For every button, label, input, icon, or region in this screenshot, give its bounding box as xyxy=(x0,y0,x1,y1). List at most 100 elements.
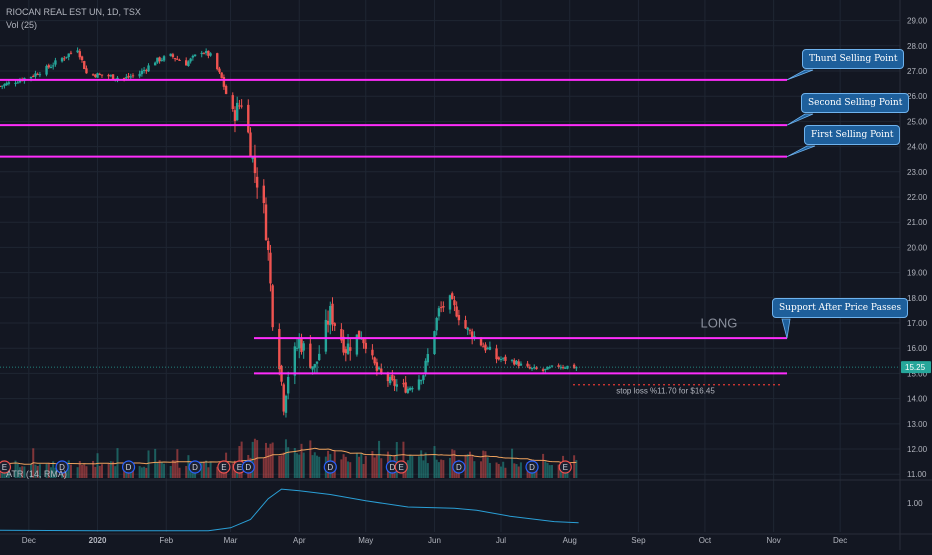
candle-body xyxy=(437,308,441,317)
candle-body xyxy=(3,84,6,86)
volume-bar xyxy=(158,460,161,478)
candle-body xyxy=(36,73,39,75)
candle-body xyxy=(504,356,507,361)
candle-body xyxy=(559,367,563,369)
candle-body xyxy=(371,349,374,356)
candle-body xyxy=(16,82,19,84)
atr-y-tick-label: 1.00 xyxy=(907,499,923,508)
volume-bar xyxy=(486,457,489,478)
candle-body xyxy=(564,367,567,369)
candle-body xyxy=(100,74,104,76)
volume-bar xyxy=(342,454,345,478)
chart-header: RIOCAN REAL EST UN, 1D, TSX Vol (25) xyxy=(6,6,141,32)
event-marker-label: D xyxy=(456,463,462,472)
volume-bar xyxy=(362,463,365,478)
candle-body xyxy=(395,384,398,387)
volume-bar xyxy=(209,462,212,478)
candle-body xyxy=(54,60,57,65)
candle-body xyxy=(63,58,66,60)
callout-second-selling-point[interactable]: Second Selling Point xyxy=(801,93,910,113)
event-marker-label: D xyxy=(192,463,198,472)
volume-bar xyxy=(76,467,79,478)
earnings-marker xyxy=(0,460,12,474)
volume-bar xyxy=(557,464,560,478)
candle-body xyxy=(262,185,265,204)
volume-bar xyxy=(163,463,166,478)
dividend-marker xyxy=(241,460,255,474)
callout-first-selling-point[interactable]: First Selling Point xyxy=(804,125,901,145)
x-tick-label: Mar xyxy=(224,536,238,545)
volume-bar xyxy=(517,466,520,478)
y-tick-label: 21.00 xyxy=(907,218,928,227)
dividend-marker xyxy=(121,460,136,474)
y-tick-label: 13.00 xyxy=(907,420,928,429)
volume-bar xyxy=(114,466,117,478)
volume-bar xyxy=(174,460,177,478)
candle-body xyxy=(1,85,4,87)
symbol-title: RIOCAN REAL EST UN, 1D, TSX xyxy=(6,7,141,17)
event-marker-label: E xyxy=(221,463,226,472)
candle-body xyxy=(464,320,467,329)
dividend-marker xyxy=(55,460,69,474)
volume-bar xyxy=(231,463,234,478)
callout-support-level[interactable]: Support After Price Passes xyxy=(772,298,909,318)
x-tick-label: Sep xyxy=(631,536,646,545)
event-marker-label: D xyxy=(529,463,535,472)
candle-body xyxy=(69,52,73,54)
y-tick-label: 14.00 xyxy=(907,395,928,404)
x-tick-label: Dec xyxy=(833,536,847,545)
y-tick-label: 11.00 xyxy=(907,470,927,479)
candle-body xyxy=(408,387,412,390)
candle-body xyxy=(204,51,208,54)
event-marker-label: D xyxy=(245,463,251,472)
y-tick-label: 25.00 xyxy=(907,117,928,126)
candle-body xyxy=(247,104,250,133)
volume-bar xyxy=(468,451,471,478)
candle-body xyxy=(457,315,461,321)
candle-body xyxy=(145,70,148,72)
y-tick-label: 24.00 xyxy=(907,143,928,152)
volume-bar xyxy=(256,440,259,478)
candle-body xyxy=(528,367,532,369)
atr-line xyxy=(0,488,579,532)
volume-bar xyxy=(18,467,21,478)
candle-body xyxy=(451,293,454,300)
volume-bar xyxy=(406,460,409,478)
candle-body xyxy=(14,82,17,84)
volume-bar xyxy=(473,461,476,478)
event-marker-label: E xyxy=(2,463,7,472)
candle-body xyxy=(442,306,445,308)
candle-body xyxy=(386,373,390,382)
event-marker-label: D xyxy=(126,463,132,472)
volume-bar xyxy=(171,460,174,478)
candle-body xyxy=(29,76,33,79)
volume-bar xyxy=(511,448,514,478)
candle-body xyxy=(189,58,192,62)
candle-body xyxy=(315,361,319,364)
candle-body xyxy=(253,155,257,174)
volume-bar xyxy=(85,466,88,478)
volume-bar xyxy=(94,466,97,478)
volume-bar xyxy=(34,464,37,478)
candle-body xyxy=(470,331,474,339)
volume-bar xyxy=(449,457,451,478)
y-tick-label: 26.00 xyxy=(907,92,928,101)
volume-bar xyxy=(484,451,487,478)
candle-body xyxy=(153,62,157,66)
candle-body xyxy=(220,72,223,78)
candle-body xyxy=(67,53,70,57)
candle-body xyxy=(357,330,361,340)
long-annotation: LONG xyxy=(700,316,737,331)
callout-third-selling-point[interactable]: Thurd Selling Point xyxy=(802,49,905,69)
candle-body xyxy=(295,347,299,349)
volume-bar xyxy=(30,463,33,478)
volume-bar xyxy=(265,442,268,478)
candle-body xyxy=(264,204,268,241)
candle-body xyxy=(111,74,115,80)
candle-body xyxy=(362,338,365,344)
candle-body xyxy=(224,85,228,94)
volume-bar xyxy=(92,460,95,478)
candle-body xyxy=(207,50,210,56)
volume-bar xyxy=(240,441,243,478)
